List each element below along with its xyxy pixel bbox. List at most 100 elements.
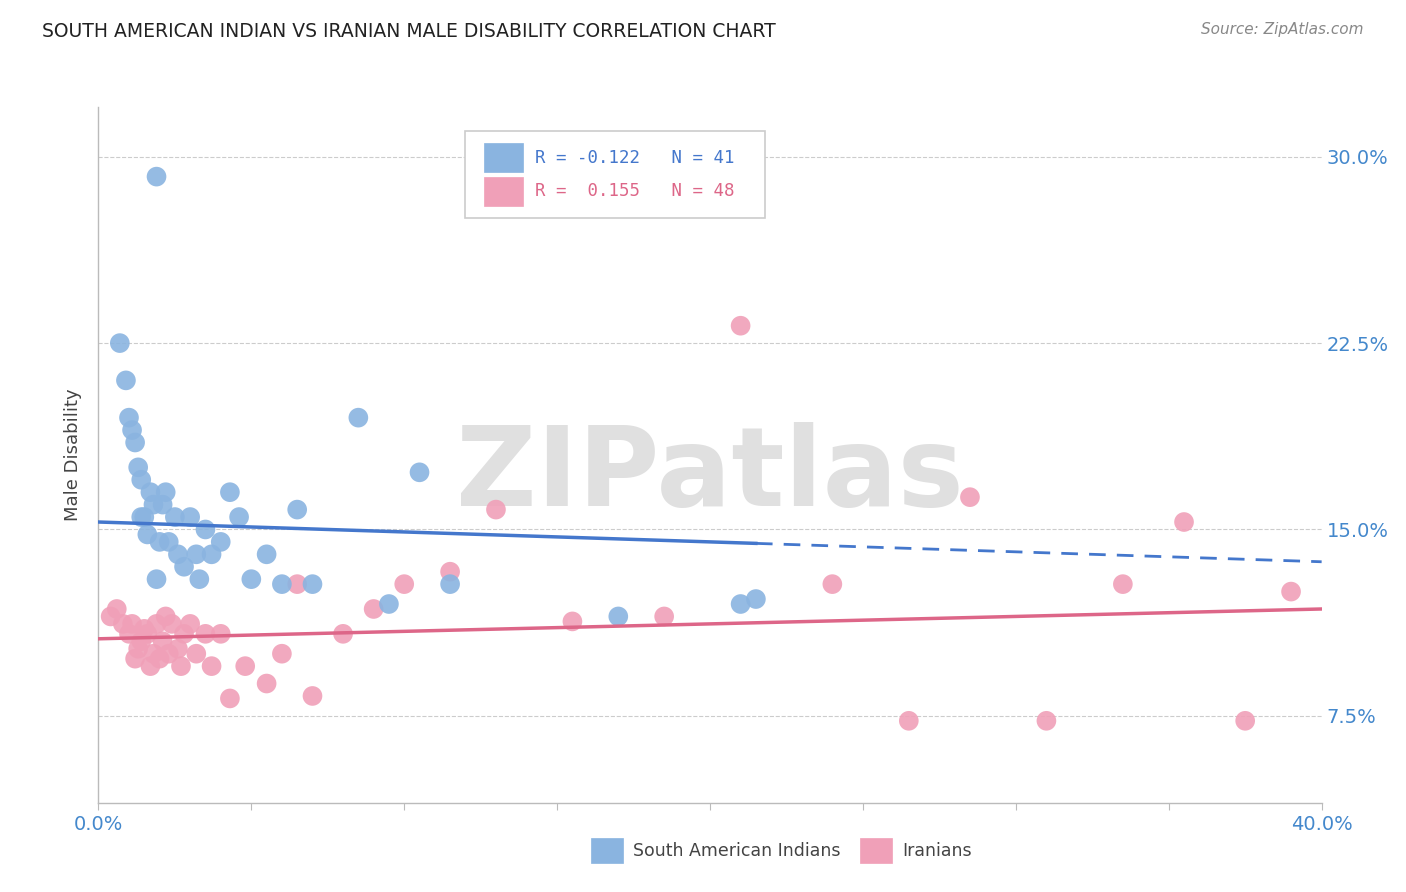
Y-axis label: Male Disability: Male Disability bbox=[65, 389, 83, 521]
Point bbox=[136, 527, 159, 541]
Point bbox=[149, 535, 172, 549]
Point bbox=[127, 460, 149, 475]
Point bbox=[240, 572, 263, 586]
Point bbox=[270, 647, 292, 661]
Point bbox=[186, 647, 208, 661]
Point bbox=[118, 410, 141, 425]
Point bbox=[821, 577, 844, 591]
FancyBboxPatch shape bbox=[484, 177, 523, 206]
Text: R = -0.122   N = 41: R = -0.122 N = 41 bbox=[536, 149, 734, 167]
Point bbox=[124, 435, 146, 450]
Point bbox=[219, 691, 242, 706]
Point bbox=[149, 651, 172, 665]
Text: South American Indians: South American Indians bbox=[633, 842, 841, 860]
Point bbox=[1279, 584, 1302, 599]
Text: ZIPatlas: ZIPatlas bbox=[456, 422, 965, 529]
Point bbox=[1035, 714, 1057, 728]
Point bbox=[179, 616, 201, 631]
Point bbox=[152, 498, 174, 512]
Point bbox=[173, 627, 195, 641]
Point bbox=[363, 602, 385, 616]
Text: R =  0.155   N = 48: R = 0.155 N = 48 bbox=[536, 182, 734, 200]
Point bbox=[1234, 714, 1257, 728]
Point bbox=[200, 659, 222, 673]
Point bbox=[897, 714, 920, 728]
Point bbox=[209, 627, 232, 641]
FancyBboxPatch shape bbox=[484, 144, 523, 172]
Point bbox=[209, 535, 232, 549]
Point bbox=[134, 510, 156, 524]
Point bbox=[256, 676, 278, 690]
Point bbox=[270, 577, 292, 591]
Point bbox=[129, 510, 152, 524]
Point bbox=[392, 577, 416, 591]
Point bbox=[233, 659, 256, 673]
Point bbox=[118, 627, 141, 641]
Point bbox=[134, 622, 156, 636]
Point bbox=[285, 502, 308, 516]
Point bbox=[194, 523, 217, 537]
Point bbox=[652, 609, 675, 624]
Point bbox=[157, 647, 180, 661]
Point bbox=[219, 485, 242, 500]
Point bbox=[179, 510, 201, 524]
Point bbox=[1112, 577, 1135, 591]
Point bbox=[167, 641, 190, 656]
Point bbox=[121, 423, 143, 437]
Point bbox=[129, 634, 152, 648]
Point bbox=[155, 485, 177, 500]
Point bbox=[485, 502, 508, 516]
Point bbox=[145, 572, 167, 586]
Point bbox=[228, 510, 250, 524]
Point bbox=[607, 609, 630, 624]
Point bbox=[959, 490, 981, 504]
Point bbox=[145, 169, 167, 184]
Point bbox=[301, 577, 323, 591]
Text: Source: ZipAtlas.com: Source: ZipAtlas.com bbox=[1201, 22, 1364, 37]
Point bbox=[730, 597, 752, 611]
Point bbox=[127, 641, 149, 656]
Point bbox=[139, 659, 162, 673]
Point bbox=[170, 659, 193, 673]
Point bbox=[256, 547, 278, 561]
Point bbox=[332, 627, 354, 641]
Point bbox=[152, 634, 174, 648]
Point bbox=[163, 510, 186, 524]
Point bbox=[1173, 515, 1195, 529]
Point bbox=[145, 616, 167, 631]
FancyBboxPatch shape bbox=[592, 838, 623, 863]
Point bbox=[142, 498, 165, 512]
Point bbox=[561, 615, 583, 629]
Point bbox=[439, 577, 461, 591]
Point bbox=[157, 535, 180, 549]
Point bbox=[285, 577, 308, 591]
Point bbox=[121, 616, 143, 631]
Point bbox=[439, 565, 461, 579]
Point bbox=[173, 559, 195, 574]
Point bbox=[111, 616, 134, 631]
Point bbox=[105, 602, 128, 616]
Point bbox=[136, 627, 159, 641]
Point bbox=[378, 597, 401, 611]
Point bbox=[167, 547, 190, 561]
Point bbox=[160, 616, 183, 631]
Point bbox=[301, 689, 323, 703]
Text: SOUTH AMERICAN INDIAN VS IRANIAN MALE DISABILITY CORRELATION CHART: SOUTH AMERICAN INDIAN VS IRANIAN MALE DI… bbox=[42, 22, 776, 41]
Point bbox=[139, 485, 162, 500]
Point bbox=[186, 547, 208, 561]
Point bbox=[129, 473, 152, 487]
FancyBboxPatch shape bbox=[860, 838, 893, 863]
Point bbox=[194, 627, 217, 641]
Point bbox=[745, 592, 768, 607]
Point bbox=[408, 466, 430, 480]
Point bbox=[155, 609, 177, 624]
Point bbox=[188, 572, 211, 586]
Point bbox=[100, 609, 122, 624]
Point bbox=[108, 336, 131, 351]
Point bbox=[200, 547, 222, 561]
Point bbox=[142, 647, 165, 661]
Point bbox=[124, 651, 146, 665]
Text: Iranians: Iranians bbox=[903, 842, 972, 860]
Point bbox=[347, 410, 370, 425]
Point bbox=[730, 318, 752, 333]
